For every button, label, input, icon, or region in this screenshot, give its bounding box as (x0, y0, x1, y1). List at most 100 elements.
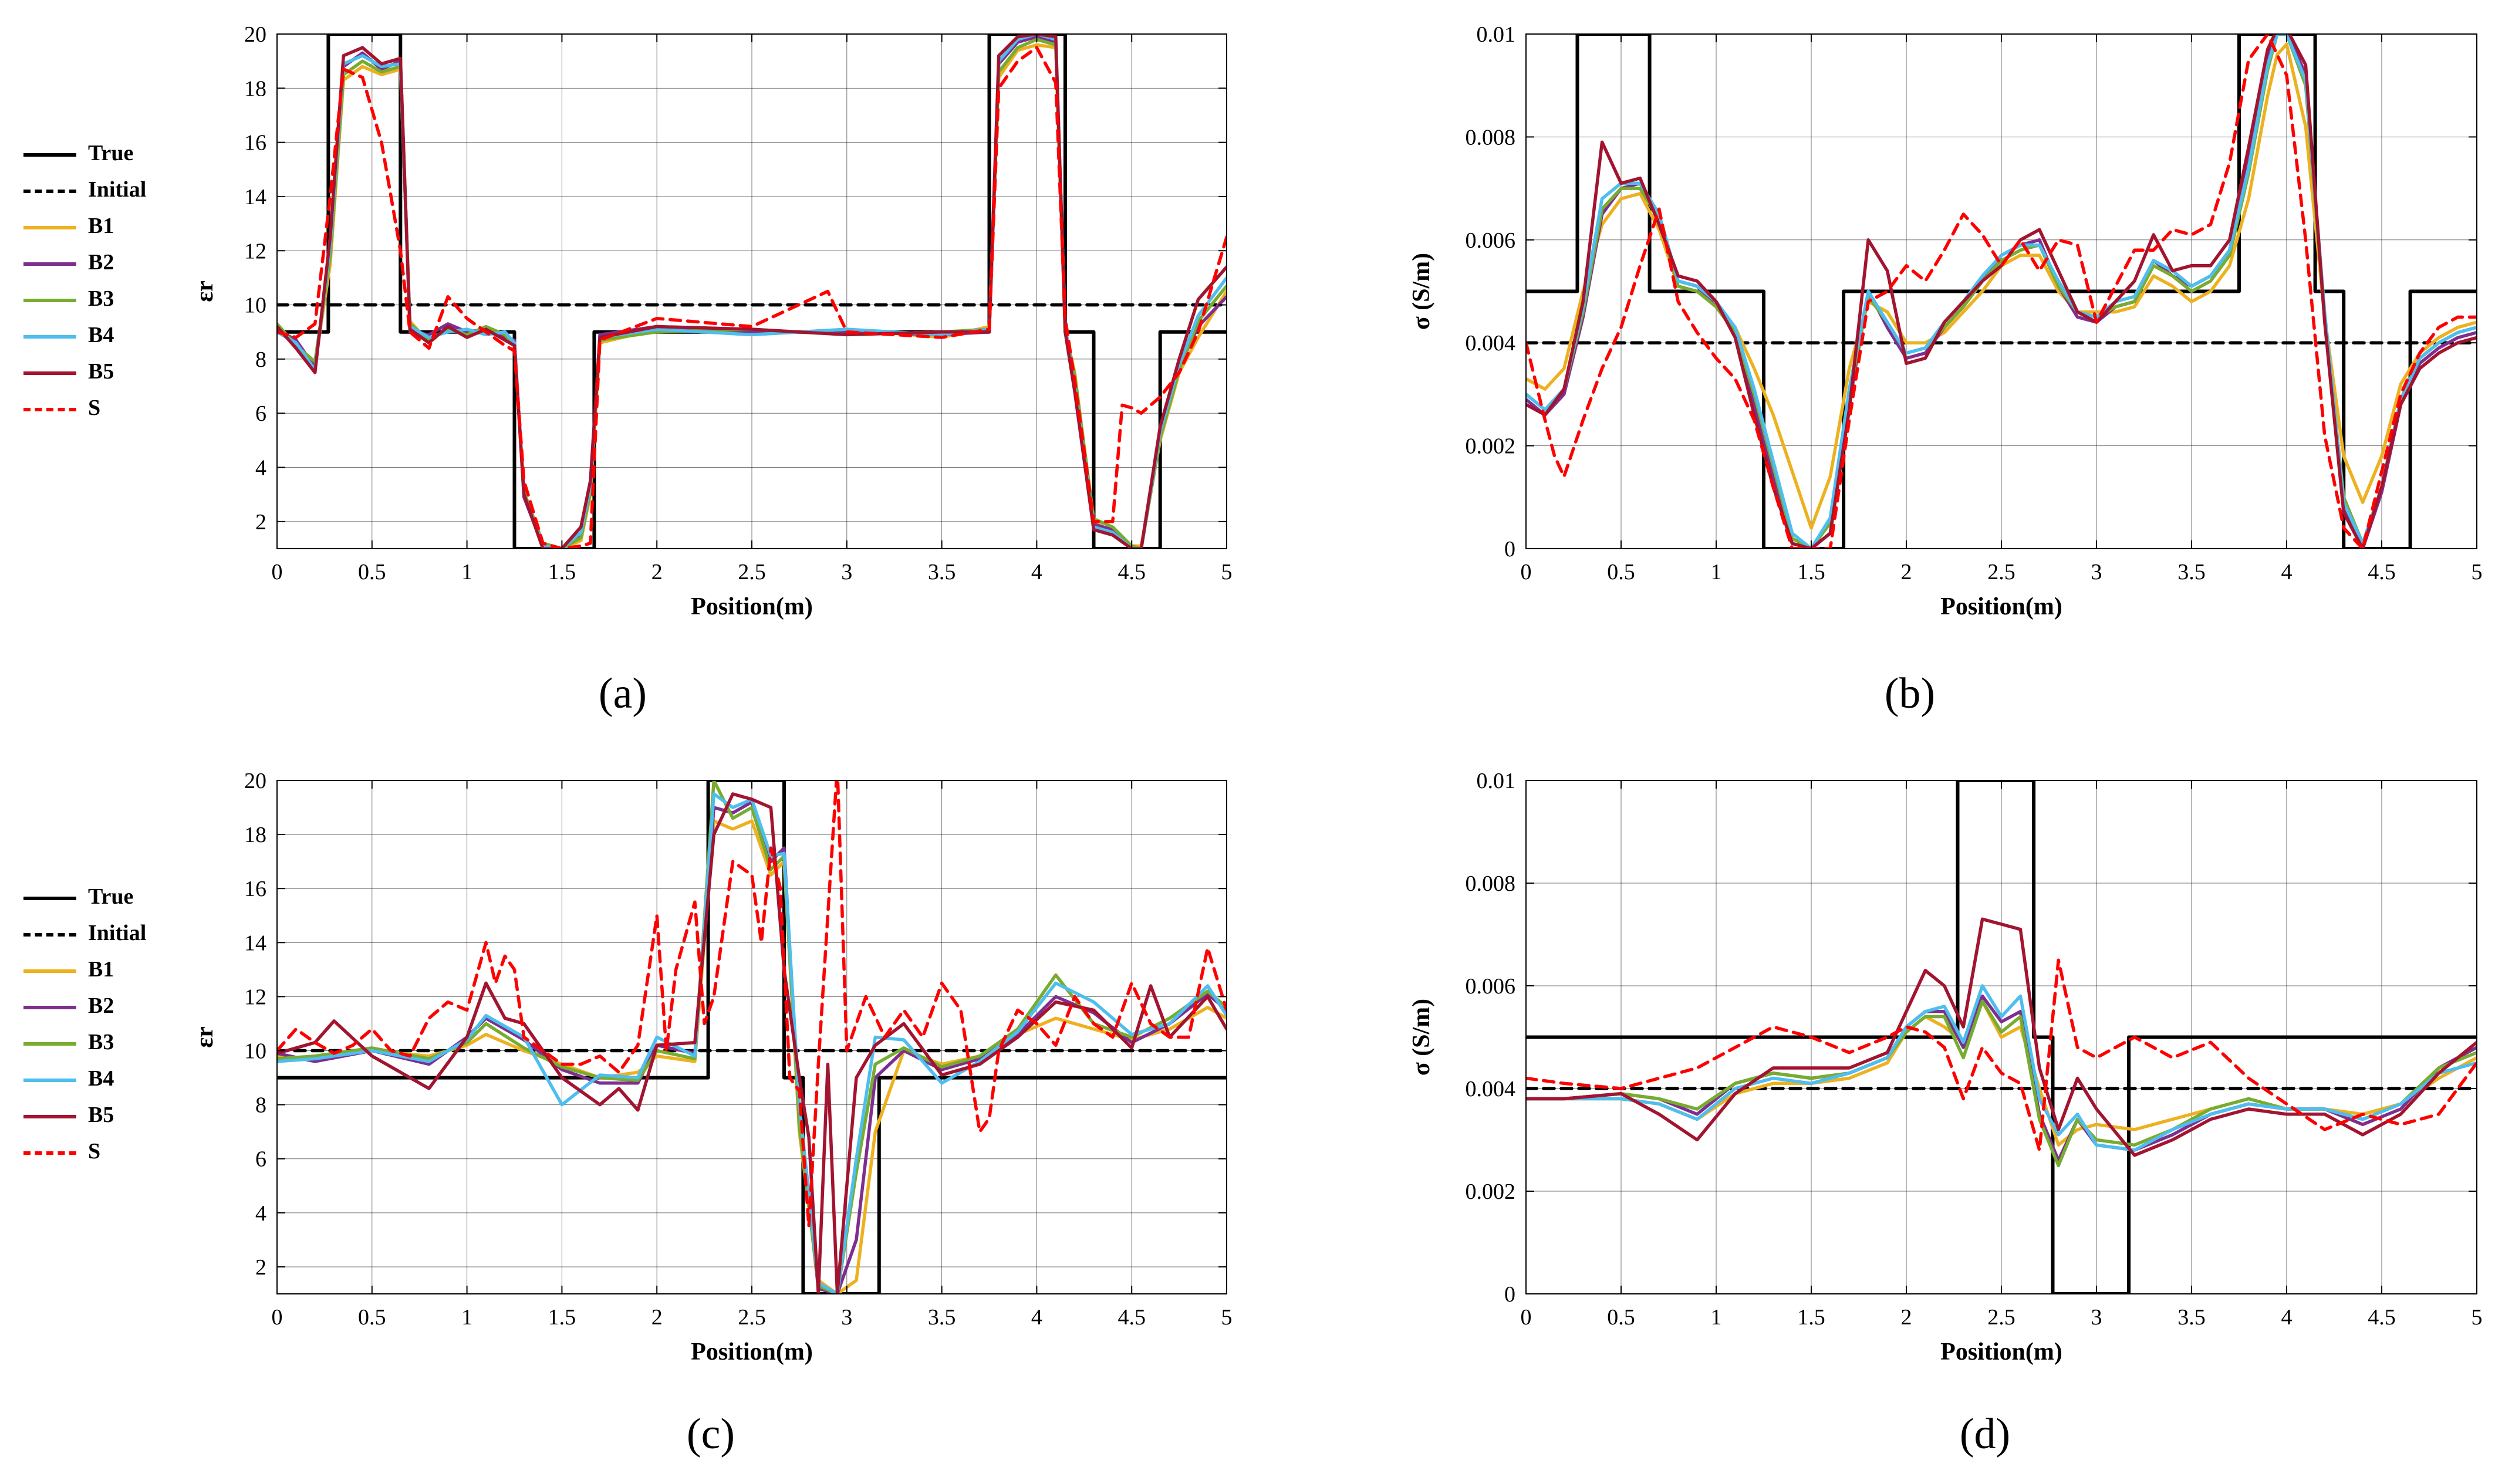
x-tick-label: 4.5 (2368, 560, 2396, 584)
y-tick-label: 14 (244, 185, 266, 209)
series-group (1526, 780, 2477, 1294)
x-tick-label: 4 (2281, 1305, 2293, 1330)
x-axis-label: Position(m) (1940, 593, 2062, 620)
legend-line-b4 (23, 335, 76, 339)
y-tick-label: 8 (255, 347, 266, 372)
y-tick-label: 4 (255, 456, 266, 481)
x-tick-label: 2 (1901, 1305, 1912, 1330)
x-tick-label: 4.5 (1117, 1305, 1146, 1330)
legend-line-initial (23, 190, 76, 193)
legend-line-b1 (23, 226, 76, 229)
chart-panel-c: 0 0.5 1 1.5 2 2.5 3 3.5 4 4.5 5 2 4 6 8 10 12 14 16 18 20 Pos… (191, 769, 1233, 1365)
x-tick-label: 0.5 (358, 1305, 386, 1330)
series-group (1526, 34, 2477, 549)
y-tick-label: 0.008 (1466, 125, 1516, 150)
y-tick-label: 0.004 (1466, 331, 1516, 356)
x-tick-label: 4 (2281, 560, 2293, 584)
legend-label-b5: B5 (88, 1103, 114, 1127)
legend-line-b4 (23, 1079, 76, 1082)
y-tick-label: 0 (1504, 1282, 1515, 1307)
y-axis-label: σ (S/m) (1408, 253, 1435, 330)
y-tick-label: 0.006 (1466, 974, 1516, 999)
panel-caption-d: (d) (1959, 1410, 2011, 1458)
legend-label-true: True (88, 141, 134, 165)
y-tick-label: 10 (244, 293, 266, 318)
x-axis-label: Position(m) (691, 1338, 813, 1365)
y-tick-label: 0.01 (1477, 769, 1516, 793)
x-tick-label: 2.5 (738, 560, 766, 584)
y-tick-label: 0 (1504, 537, 1515, 562)
series-line-b5 (1526, 34, 2477, 549)
legend-line-b5 (23, 1115, 76, 1118)
y-tick-label: 0.002 (1466, 1179, 1516, 1204)
legend-label-s: S (88, 395, 101, 420)
y-tick-label: 20 (244, 22, 266, 47)
x-tick-label: 4 (1031, 560, 1042, 584)
series-line-s (277, 780, 1227, 1228)
x-tick-label: 1 (1711, 1305, 1722, 1330)
series-line-b5 (277, 792, 1227, 1294)
y-tick-label: 16 (244, 877, 266, 901)
x-tick-label: 3.5 (2177, 560, 2206, 584)
series-line-b4 (1526, 984, 2477, 1152)
series-line-b5 (277, 34, 1227, 549)
legend-label-b3: B3 (88, 286, 114, 311)
legend-label-b4: B4 (88, 1066, 114, 1091)
legend-label-initial: Initial (88, 177, 147, 202)
y-tick-label: 12 (244, 239, 266, 263)
x-tick-label: 5 (2472, 560, 2483, 584)
chart-panel-d: 0 0.5 1 1.5 2 2.5 3 3.5 4 4.5 5 0 0.002 0.004 0.006 0.0… (1408, 769, 2483, 1365)
x-tick-label: 2 (651, 560, 663, 584)
series-line-b1 (277, 819, 1227, 1294)
y-axis-label: εr (191, 1026, 218, 1048)
chart-panel-a: 0 0.5 1 1.5 2 2.5 3 3.5 4 4.5 5 2 4 6 8 10 12 14 16 18 20 Pos… (191, 22, 1233, 620)
x-tick-label: 5 (1221, 1305, 1233, 1330)
legend-line-s (23, 408, 76, 411)
series-group (277, 34, 1227, 549)
x-tick-label: 1.5 (548, 560, 576, 584)
x-tick-label: 5 (2472, 1305, 2483, 1330)
legend-label-true: True (88, 884, 134, 909)
legend-line-s (23, 1151, 76, 1155)
y-tick-label: 16 (244, 131, 266, 156)
y-tick-label: 0.004 (1466, 1077, 1516, 1101)
legend-label-b4: B4 (88, 323, 114, 347)
legend-line-b1 (23, 969, 76, 973)
x-tick-label: 2 (651, 1305, 663, 1330)
x-tick-label: 2.5 (738, 1305, 766, 1330)
panel-caption-c: (c) (686, 1410, 735, 1458)
y-tick-label: 6 (255, 401, 266, 426)
x-tick-label: 3.5 (928, 560, 956, 584)
legend-line-true (23, 153, 76, 157)
y-tick-label: 0.01 (1477, 22, 1516, 47)
y-axis-label: σ (S/m) (1408, 999, 1435, 1076)
legend-label-b1: B1 (88, 214, 114, 238)
x-tick-label: 5 (1221, 560, 1233, 584)
legend-line-b5 (23, 371, 76, 375)
x-axis-label: Position(m) (1940, 1338, 2062, 1365)
legend-line-b3 (23, 1042, 76, 1046)
x-tick-label: 3 (841, 560, 852, 584)
y-tick-label: 10 (244, 1039, 266, 1064)
x-tick-label: 3 (841, 1305, 852, 1330)
legend-label-b2: B2 (88, 250, 114, 275)
series-line-true (277, 780, 1227, 1294)
panel-caption-b: (b) (1884, 670, 1936, 718)
x-tick-label: 2.5 (1987, 1305, 2015, 1330)
legend-label-b5: B5 (88, 359, 114, 384)
y-tick-label: 0.002 (1466, 434, 1516, 459)
legend-line-b2 (23, 262, 76, 266)
x-tick-label: 1 (461, 1305, 472, 1330)
x-tick-label: 3.5 (2177, 1305, 2206, 1330)
x-tick-label: 4.5 (2368, 1305, 2396, 1330)
y-tick-label: 0.008 (1466, 871, 1516, 896)
series-line-s (277, 46, 1227, 549)
x-tick-label: 0.5 (1607, 1305, 1635, 1330)
x-tick-label: 2 (1901, 560, 1912, 584)
y-tick-label: 14 (244, 931, 266, 955)
panel-caption-a: (a) (598, 670, 647, 718)
y-axis-label: εr (191, 280, 218, 302)
legend-line-b2 (23, 1006, 76, 1009)
x-tick-label: 1 (461, 560, 472, 584)
